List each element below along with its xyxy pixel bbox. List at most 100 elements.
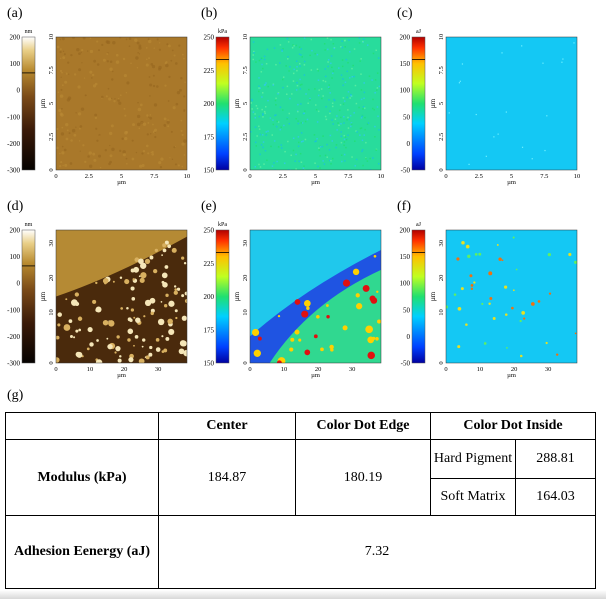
colorbar-tick-label: 250	[204, 227, 215, 235]
colorbar-tick-label: 100	[400, 280, 411, 288]
y-axis-unit: µm	[39, 291, 47, 301]
cell-soft-matrix-value: 164.03	[515, 478, 596, 516]
x-axis-unit: µm	[507, 372, 516, 379]
y-tick-label: 0	[438, 168, 445, 171]
panel-plot: aJ 200 150 100 50 0 -50 µm 10 7.5 5 2.5 0 0 2.5 5 7.5 10 µ…	[400, 29, 581, 186]
x-axis-unit: µm	[117, 372, 126, 379]
colorbar	[21, 36, 36, 171]
cell-soft-matrix-label: Soft Matrix	[430, 478, 516, 516]
x-tick-label: 0	[248, 173, 251, 180]
x-tick-label: 10	[378, 173, 385, 180]
colorbar-tick-label: 100	[10, 253, 21, 261]
panel-plot: nm 200 100 0 -100 -200 -300 µm 10 7.5 5 2.5 0 0 2.5 5 7.…	[7, 29, 191, 186]
afm-map-image	[56, 230, 187, 363]
colorbar-tick-label: 175	[204, 326, 215, 334]
results-table: Center Color Dot Edge Color Dot Inside M…	[5, 412, 596, 589]
colorbar-unit: nm	[25, 222, 33, 228]
colorbar-tick-label: -100	[7, 306, 20, 314]
y-tick-label: 5	[242, 102, 249, 105]
panel-label: (c)	[397, 6, 413, 21]
y-tick-label: 10	[242, 34, 249, 41]
header-color-dot-inside: Color Dot Inside	[430, 412, 596, 440]
x-tick-label: 7.5	[150, 173, 158, 180]
x-axis-unit: µm	[311, 372, 320, 379]
x-axis-unit: µm	[507, 179, 516, 186]
y-tick-label: 30	[242, 240, 249, 247]
x-tick-label: 0	[54, 173, 57, 180]
colorbar-tick-label: 0	[17, 280, 21, 288]
y-tick-label: 20	[242, 275, 249, 282]
afm-map-image	[250, 230, 381, 363]
afm-panel-c: (c) aJ 200 150 100 50 0 -50 µm 10 7.5 5 2.5 0 0 2.5 5 7.5…	[390, 0, 581, 186]
colorbar-tick-label: 225	[204, 260, 215, 268]
cell-hard-pigment-label: Hard Pigment	[430, 439, 516, 479]
colorbar	[411, 229, 426, 364]
colorbar-tick-label: -200	[7, 140, 20, 148]
colorbar-unit: aJ	[416, 29, 422, 35]
colorbar-tick-label: 0	[407, 140, 411, 148]
colorbar	[215, 229, 230, 364]
colorbar-tick-label: 175	[204, 133, 215, 141]
header-color-dot-edge: Color Dot Edge	[295, 412, 431, 440]
y-tick-label: 30	[48, 240, 55, 247]
afm-panel-d: (d) nm 200 100 0 -100 -200 -300 µm 30 20 10 0 0 10 20 30…	[0, 193, 190, 379]
colorbar-unit: kPa	[218, 29, 227, 35]
panel-label: (f)	[397, 199, 411, 214]
x-tick-label: 2.5	[475, 173, 483, 180]
colorbar-tick-label: 225	[204, 67, 215, 75]
x-tick-label: 2.5	[279, 173, 287, 180]
colorbar-tick-label: -300	[7, 167, 20, 175]
x-tick-label: 5	[314, 173, 317, 180]
x-tick-label: 10	[184, 173, 191, 180]
y-tick-label: 10	[242, 309, 249, 316]
y-axis-unit: µm	[233, 98, 241, 108]
x-axis-unit: µm	[311, 179, 320, 186]
x-tick-label: 5	[510, 173, 513, 180]
x-tick-label: 10	[477, 366, 484, 373]
x-tick-label: 5	[120, 173, 123, 180]
x-axis-unit: µm	[117, 179, 126, 186]
x-tick-label: 30	[155, 366, 162, 373]
colorbar-tick-label: 150	[400, 60, 411, 68]
x-tick-label: 10	[281, 366, 288, 373]
y-axis-unit: µm	[39, 98, 47, 108]
afm-panel-a: (a) nm 200 100 0 -100 -200 -300 µm 10 7.5 5 2.5 0 0 2.5…	[0, 0, 191, 186]
colorbar-tick-label: 200	[400, 227, 411, 235]
y-tick-label: 2.5	[438, 133, 445, 141]
cell-hard-pigment-value: 288.81	[515, 439, 596, 479]
panel-label: (e)	[201, 199, 217, 214]
y-tick-label: 5	[438, 102, 445, 105]
colorbar	[21, 229, 36, 364]
y-axis-unit: µm	[429, 98, 437, 108]
colorbar-unit: aJ	[416, 222, 422, 228]
colorbar-tick-label: -200	[7, 333, 20, 341]
y-axis-unit: µm	[233, 291, 241, 301]
x-tick-label: 30	[545, 366, 552, 373]
colorbar-unit: nm	[25, 29, 33, 35]
cell-modulus-center: 184.87	[158, 439, 296, 516]
y-tick-label: 0	[242, 168, 249, 171]
y-tick-label: 7.5	[242, 66, 249, 74]
caption-cutoff	[0, 590, 606, 599]
colorbar-tick-label: 250	[204, 34, 215, 42]
y-tick-label: 2.5	[48, 133, 55, 141]
afm-panel-e: (e) kPa 250 225 200 175 150 µm 30 20 10 0 0 10 20 30 µm	[194, 193, 384, 379]
colorbar-tick-label: 200	[204, 293, 215, 301]
colorbar-tick-label: 200	[400, 34, 411, 42]
panel-label: (d)	[7, 199, 24, 214]
table-corner-cell	[5, 412, 159, 440]
colorbar-tick-label: 150	[204, 360, 215, 368]
colorbar-tick-label: 0	[17, 87, 21, 95]
x-tick-label: 0	[444, 173, 447, 180]
colorbar-tick-label: 100	[10, 60, 21, 68]
row-label-modulus: Modulus (kPa)	[5, 439, 159, 516]
x-tick-label: 20	[121, 366, 128, 373]
afm-map-image	[446, 230, 577, 363]
colorbar-tick-label: 150	[400, 253, 411, 261]
header-center: Center	[158, 412, 296, 440]
y-tick-label: 0	[242, 361, 249, 364]
